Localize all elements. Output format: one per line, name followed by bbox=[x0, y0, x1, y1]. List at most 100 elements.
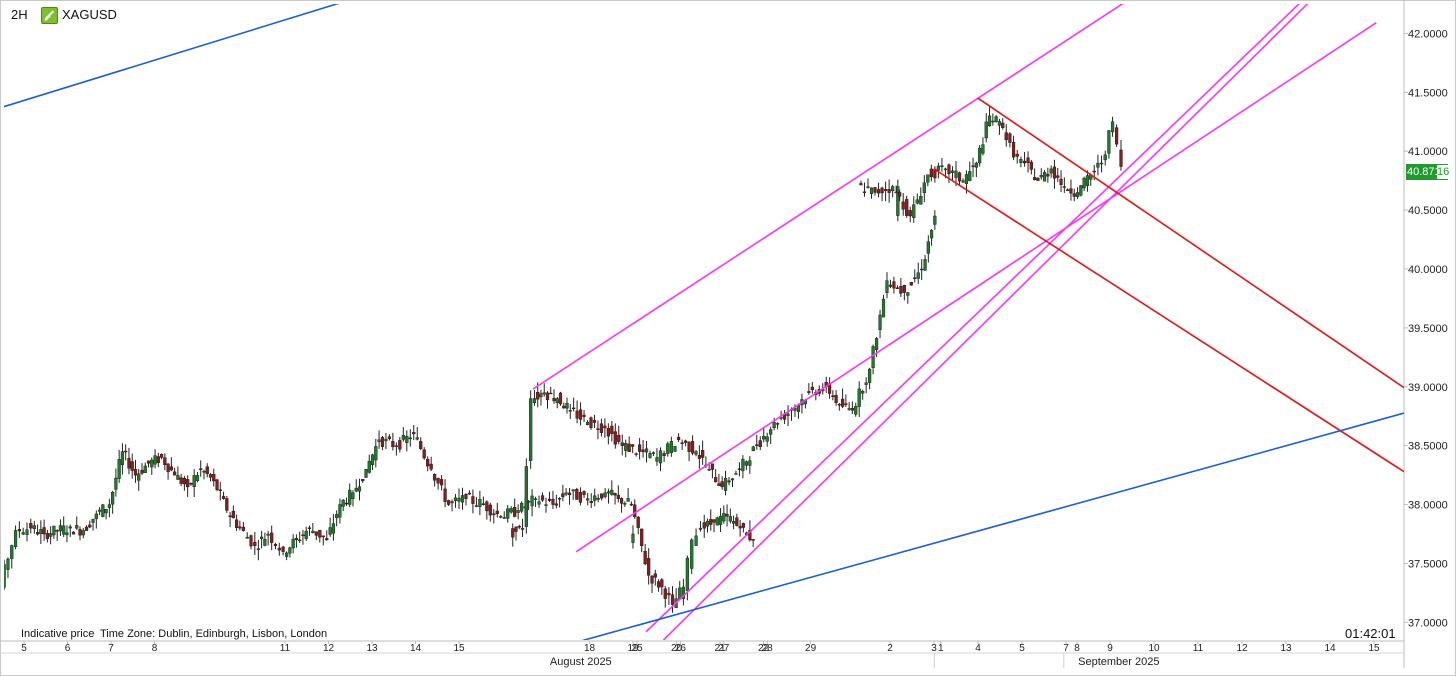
candle-body bbox=[585, 421, 590, 425]
candle-body bbox=[656, 581, 661, 588]
candle-body bbox=[961, 180, 965, 183]
x-tick-label: 5 bbox=[21, 643, 27, 654]
candle-body bbox=[888, 284, 893, 287]
candle-body bbox=[974, 162, 978, 168]
candle-body bbox=[52, 525, 56, 536]
candle-body bbox=[687, 441, 691, 452]
candle-body bbox=[502, 517, 506, 519]
candle-body bbox=[21, 532, 25, 535]
candle-body bbox=[662, 453, 666, 457]
x-tick-label: 7 bbox=[1063, 643, 1069, 654]
candle-body bbox=[335, 514, 339, 519]
candle-body bbox=[84, 526, 89, 531]
candle-body bbox=[104, 509, 108, 514]
candle-body bbox=[1075, 192, 1080, 197]
candle-body bbox=[49, 533, 53, 537]
candle-body bbox=[741, 523, 745, 528]
candle-body bbox=[793, 407, 797, 411]
candle-body bbox=[189, 483, 193, 485]
candle-body bbox=[737, 468, 742, 471]
candle-body bbox=[725, 513, 729, 517]
candle-body bbox=[520, 527, 525, 530]
candle-body bbox=[589, 417, 593, 428]
candle-body bbox=[859, 183, 863, 186]
candle-body bbox=[878, 314, 882, 330]
symbol-label[interactable]: XAGUSD bbox=[62, 7, 117, 22]
candle-body bbox=[873, 187, 877, 193]
candle-body bbox=[412, 432, 416, 435]
candle-body bbox=[957, 172, 962, 182]
x-tick-label: 8 bbox=[1074, 643, 1080, 654]
candle-body bbox=[885, 280, 889, 293]
candle-body bbox=[837, 403, 841, 406]
candle-body bbox=[450, 501, 454, 504]
candle-body bbox=[253, 541, 257, 546]
candle-body bbox=[606, 427, 610, 437]
candle-body bbox=[62, 525, 66, 535]
candle-body bbox=[861, 391, 865, 394]
candle-body bbox=[225, 498, 229, 511]
candle-body bbox=[367, 460, 371, 473]
x-tick-label: 11 bbox=[1193, 643, 1204, 654]
candle-body bbox=[256, 548, 260, 550]
candle-body bbox=[4, 564, 6, 588]
candle-body bbox=[954, 170, 958, 178]
candle-body bbox=[626, 498, 630, 502]
candle-body bbox=[173, 471, 177, 476]
candle-body bbox=[311, 530, 315, 533]
candle-body bbox=[603, 492, 607, 497]
candle-body bbox=[215, 479, 219, 490]
candle-body bbox=[506, 508, 510, 519]
candle-body bbox=[547, 498, 552, 501]
candle-body bbox=[370, 454, 375, 465]
candle-body bbox=[923, 259, 927, 271]
candle-body bbox=[169, 466, 173, 471]
candle-body bbox=[0, 583, 2, 584]
candle-body bbox=[561, 493, 565, 498]
candle-body bbox=[854, 406, 858, 415]
candle-body bbox=[680, 442, 684, 444]
candle-body bbox=[464, 494, 468, 499]
candle-body bbox=[467, 492, 472, 495]
candle-body bbox=[212, 474, 216, 482]
candle-body bbox=[617, 434, 621, 442]
timeframe-label[interactable]: 2H bbox=[11, 7, 28, 22]
candle-body bbox=[1103, 154, 1107, 161]
candle-body bbox=[182, 478, 187, 485]
candle-body bbox=[537, 501, 541, 505]
candle-body bbox=[578, 492, 583, 503]
candle-body bbox=[705, 520, 710, 527]
candle-body bbox=[533, 498, 538, 500]
candle-body bbox=[344, 502, 349, 505]
x-tick-label: 26 bbox=[675, 643, 687, 654]
y-tick-label: 37.5000 bbox=[1408, 558, 1448, 570]
indicative-price-note: Indicative price bbox=[21, 628, 95, 640]
candle-body bbox=[111, 492, 115, 505]
candle-body bbox=[772, 421, 776, 429]
candle-body bbox=[643, 551, 647, 565]
candle-body bbox=[205, 466, 209, 475]
candle-body bbox=[718, 515, 723, 525]
candle-body bbox=[1096, 162, 1100, 168]
candle-body bbox=[540, 495, 545, 501]
x-tick-label: 15 bbox=[453, 643, 465, 654]
candle-body bbox=[45, 533, 49, 539]
candle-body bbox=[1004, 132, 1008, 141]
candle-body bbox=[361, 478, 365, 482]
candle-body bbox=[650, 575, 654, 584]
x-tick-label: 7 bbox=[108, 643, 114, 654]
candle-body bbox=[582, 414, 586, 417]
candle-body bbox=[636, 516, 640, 528]
candle-body bbox=[660, 579, 664, 588]
x-tick-label: 13 bbox=[366, 643, 378, 654]
candle-body bbox=[301, 534, 305, 537]
candle-body bbox=[492, 513, 496, 515]
candle-body bbox=[58, 525, 63, 532]
candle-body bbox=[769, 429, 773, 435]
candle-body bbox=[709, 519, 713, 525]
candle-body bbox=[25, 529, 29, 535]
candle-body bbox=[714, 477, 718, 483]
candle-body bbox=[929, 230, 934, 239]
candle-body bbox=[620, 442, 624, 446]
